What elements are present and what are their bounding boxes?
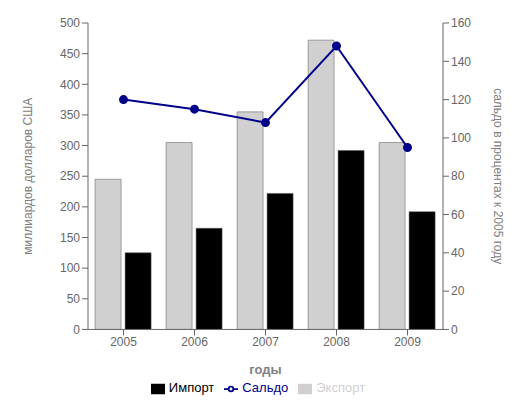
svg-text:годы: годы: [249, 362, 281, 377]
svg-text:100: 100: [60, 261, 80, 275]
svg-text:2008: 2008: [323, 335, 350, 349]
svg-text:80: 80: [451, 169, 465, 183]
svg-text:140: 140: [451, 55, 471, 69]
svg-text:500: 500: [60, 16, 80, 30]
svg-text:0: 0: [73, 323, 80, 337]
svg-text:2006: 2006: [181, 335, 208, 349]
svg-text:сальдо в процентах к 2005 году: сальдо в процентах к 2005 году: [491, 88, 505, 264]
html-text:Сальдо: Сальдо: [242, 380, 289, 396]
svg-text:160: 160: [451, 16, 471, 30]
html-text:Импорт: Импорт: [168, 380, 215, 396]
svg-text:0: 0: [451, 323, 458, 337]
svg-text:300: 300: [60, 139, 80, 153]
svg-text:20: 20: [451, 284, 465, 298]
svg-text:120: 120: [451, 93, 471, 107]
svg-text:2009: 2009: [394, 335, 421, 349]
html-text:Экспорт: Экспорт: [316, 380, 366, 396]
svg-text:миллиардов долларов США: миллиардов долларов США: [21, 98, 35, 255]
svg-text:40: 40: [451, 246, 465, 260]
svg-text:350: 350: [60, 108, 80, 122]
svg-text:50: 50: [67, 292, 81, 306]
svg-text:200: 200: [60, 200, 80, 214]
svg-text:100: 100: [451, 131, 471, 145]
svg-text:2005: 2005: [110, 335, 137, 349]
svg-text:400: 400: [60, 78, 80, 92]
svg-text:250: 250: [60, 169, 80, 183]
svg-text:150: 150: [60, 231, 80, 245]
svg-text:450: 450: [60, 47, 80, 61]
svg-text:2007: 2007: [252, 335, 279, 349]
svg-text:60: 60: [451, 208, 465, 222]
